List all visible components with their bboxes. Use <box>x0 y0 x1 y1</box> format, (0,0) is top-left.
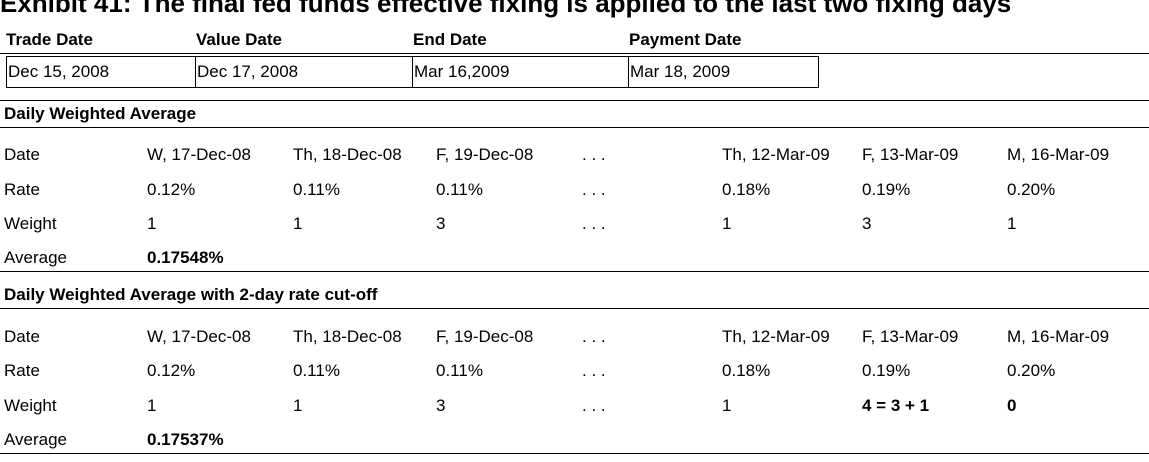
rate-row-cell: 0.20% <box>1007 361 1056 380</box>
weight-row-cell: 1 <box>293 214 303 233</box>
date-row-label: Date <box>4 145 40 164</box>
weight-row-cell: 1 <box>147 396 157 415</box>
rate-row-cell: 0.11% <box>293 180 340 199</box>
date-row-cell: Th, 18-Dec-08 <box>293 145 402 164</box>
date-row-cell: . . . <box>582 145 606 164</box>
header-rule <box>0 53 1149 54</box>
rate-row-cell: 0.11% <box>293 361 340 380</box>
rate-row-cell: 0.19% <box>862 361 911 380</box>
rate-row-cell: 0.11% <box>436 180 483 199</box>
date-row-cell: M, 16-Mar-09 <box>1007 327 1110 346</box>
exhibit-title: Exhibit 41: The final fed funds effectiv… <box>0 0 1012 18</box>
section-title-rule <box>0 308 1149 309</box>
rate-row-cell: 0.12% <box>147 361 196 380</box>
weight-row-label: Weight <box>4 396 57 415</box>
rate-row-cell: . . . <box>582 180 606 199</box>
date-row-cell: W, 17-Dec-08 <box>147 145 251 164</box>
section-title: Daily Weighted Average with 2-day rate c… <box>4 285 378 304</box>
section-title-rule <box>0 127 1149 128</box>
rate-row-cell: 0.11% <box>436 361 483 380</box>
rate-row-label: Rate <box>4 361 40 380</box>
weight-row-cell: 1 <box>722 396 732 415</box>
date-row-cell: F, 13-Mar-09 <box>862 327 959 346</box>
weight-row-cell: 1 <box>722 214 732 233</box>
rate-row-cell: 0.20% <box>1007 180 1056 199</box>
average-value: 0.17537% <box>147 430 224 449</box>
date-row-cell: F, 19-Dec-08 <box>436 327 534 346</box>
weight-row-cell: 1 <box>1007 214 1017 233</box>
payment-date-header: Payment Date <box>629 30 742 49</box>
average-label: Average <box>4 248 68 267</box>
weight-row-cell: . . . <box>582 396 606 415</box>
date-row-cell: . . . <box>582 327 606 346</box>
rate-row-cell: 0.12% <box>147 180 196 199</box>
date-row-label: Date <box>4 327 40 346</box>
end-date-value: Mar 16,2009 <box>412 56 629 88</box>
date-row-cell: Th, 12-Mar-09 <box>722 145 830 164</box>
value-date-header: Value Date <box>196 30 282 49</box>
rate-row-cell: 0.18% <box>722 361 771 380</box>
date-row-cell: F, 13-Mar-09 <box>862 145 959 164</box>
weight-row-cell: 3 <box>436 396 446 415</box>
rate-row-label: Rate <box>4 180 40 199</box>
weight-row-cell: 4 = 3 + 1 <box>862 396 930 415</box>
trade-date-value: Dec 15, 2008 <box>6 56 196 88</box>
end-date-header: End Date <box>413 30 487 49</box>
weight-row-label: Weight <box>4 214 57 233</box>
date-row-cell: F, 19-Dec-08 <box>436 145 534 164</box>
weight-row-cell: 3 <box>436 214 446 233</box>
weight-row-cell: . . . <box>582 214 606 233</box>
section-title: Daily Weighted Average <box>4 104 197 123</box>
section-bottom-rule <box>0 271 1149 272</box>
date-row-cell: Th, 12-Mar-09 <box>722 327 830 346</box>
section-bottom-rule <box>0 453 1149 454</box>
value-date-value: Dec 17, 2008 <box>195 56 413 88</box>
average-label: Average <box>4 430 68 449</box>
rate-row-cell: 0.18% <box>722 180 771 199</box>
date-row-cell: Th, 18-Dec-08 <box>293 327 402 346</box>
weight-row-cell: 3 <box>862 214 872 233</box>
rate-row-cell: . . . <box>582 361 606 380</box>
weight-row-cell: 1 <box>293 396 303 415</box>
trade-date-header: Trade Date <box>6 30 93 49</box>
weight-row-cell: 0 <box>1007 396 1017 415</box>
date-row-cell: W, 17-Dec-08 <box>147 327 251 346</box>
average-value: 0.17548% <box>147 248 224 267</box>
rate-row-cell: 0.19% <box>862 180 911 199</box>
section-separator <box>0 100 1149 101</box>
weight-row-cell: 1 <box>147 214 157 233</box>
date-row-cell: M, 16-Mar-09 <box>1007 145 1110 164</box>
payment-date-value: Mar 18, 2009 <box>628 56 819 88</box>
